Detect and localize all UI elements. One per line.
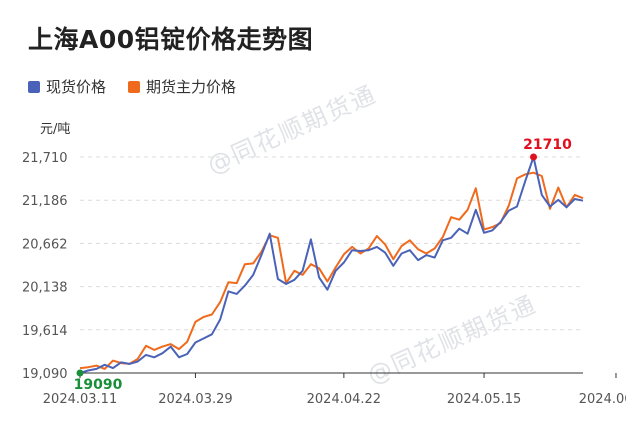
y-tick-label: 19,614 bbox=[22, 324, 68, 339]
annotation-marker bbox=[530, 153, 538, 161]
annotation-label: 21710 bbox=[523, 137, 572, 153]
legend-item-futures[interactable]: 期货主力价格 bbox=[128, 76, 236, 97]
y-tick-label: 21,186 bbox=[22, 194, 68, 209]
legend: 现货价格 期货主力价格 bbox=[28, 76, 236, 97]
y-tick-label: 20,138 bbox=[22, 281, 68, 296]
chart-title: 上海A00铝锭价格走势图 bbox=[28, 25, 314, 54]
y-axis-unit-label: 元/吨 bbox=[40, 122, 70, 137]
axis-layer: 元/吨 19,090 19,614 20,138 20,662 21,186 21,710 2… bbox=[22, 122, 626, 407]
y-tick-label: 20,662 bbox=[22, 237, 68, 252]
legend-swatch-futures bbox=[128, 80, 141, 93]
series-line-futures bbox=[79, 171, 584, 370]
y-tick-label: 19,090 bbox=[22, 367, 68, 382]
x-tick-label: 2024.04.22 bbox=[307, 392, 381, 407]
x-tick-label: 2024.06.07 bbox=[579, 392, 626, 407]
legend-label-futures: 期货主力价格 bbox=[146, 78, 237, 96]
x-tick-label: 2024.05.15 bbox=[447, 392, 521, 407]
legend-item-spot[interactable]: 现货价格 bbox=[28, 76, 106, 97]
grid-layer bbox=[80, 156, 583, 331]
series-layer bbox=[79, 156, 584, 374]
annotation-label: 19090 bbox=[74, 377, 123, 393]
legend-swatch-spot bbox=[28, 80, 40, 93]
annotation-marker bbox=[76, 369, 84, 377]
series-line-spot bbox=[79, 156, 584, 374]
legend-label-spot: 现货价格 bbox=[46, 78, 107, 96]
x-tick-label: 2024.03.29 bbox=[158, 392, 232, 407]
annotation-layer: 21710 19090 bbox=[74, 137, 572, 393]
y-tick-label: 21,710 bbox=[22, 151, 68, 166]
x-tick-label: 2024.03.11 bbox=[43, 392, 117, 407]
